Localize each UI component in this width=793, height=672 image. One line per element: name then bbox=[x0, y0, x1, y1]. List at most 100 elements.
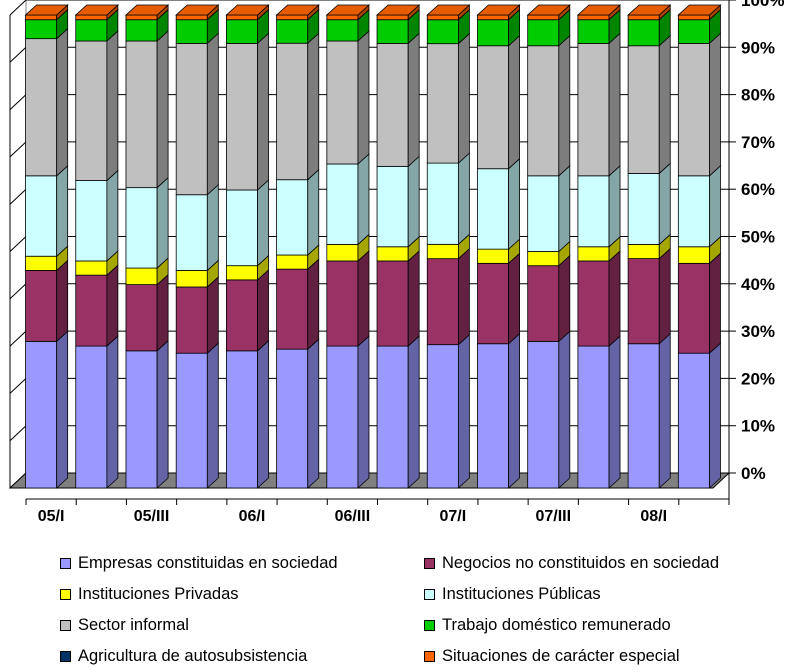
x-tick-label: 06/I bbox=[239, 508, 266, 525]
bar-segment-side bbox=[257, 339, 269, 489]
stacked-bar-chart: 0%10%20%30%40%50%60%70%80%90%100% 05/I 05… bbox=[8, 0, 784, 525]
legend-label: Instituciones Privadas bbox=[78, 584, 239, 603]
bar-top bbox=[426, 4, 471, 16]
bar-segment bbox=[75, 180, 108, 262]
bar-segment bbox=[627, 173, 660, 245]
bar-segment bbox=[677, 42, 710, 177]
bar-segment-side bbox=[608, 250, 621, 348]
bar-segment bbox=[577, 175, 610, 248]
y-tick-label: 80% bbox=[741, 86, 775, 105]
bar-segment bbox=[326, 260, 359, 347]
bar-segment bbox=[426, 344, 459, 489]
bar-top bbox=[325, 4, 370, 16]
y-tick-label: 40% bbox=[741, 275, 775, 294]
bar-segment bbox=[527, 175, 560, 252]
bar-segment-side bbox=[307, 338, 320, 489]
bar-segment bbox=[75, 40, 108, 181]
bar-segment bbox=[25, 38, 58, 177]
bar-segment bbox=[25, 175, 58, 257]
bar-segment bbox=[225, 265, 258, 281]
bar-stack bbox=[275, 4, 320, 489]
bar-segment bbox=[477, 168, 510, 250]
bar-segment bbox=[175, 352, 208, 489]
bar-segment bbox=[225, 42, 258, 191]
bar-stack bbox=[376, 4, 421, 489]
bar-segment bbox=[326, 163, 359, 245]
bar-segment bbox=[527, 340, 560, 489]
y-tick-label: 50% bbox=[741, 228, 775, 247]
gridline-side bbox=[9, 236, 27, 252]
bar-segment bbox=[276, 42, 309, 181]
y-tick-label: 70% bbox=[741, 133, 775, 152]
bar-top bbox=[74, 4, 119, 16]
bar-top bbox=[677, 4, 722, 16]
bar-segment bbox=[426, 14, 459, 21]
bar-segment bbox=[225, 279, 258, 352]
gridline-side bbox=[9, 46, 27, 63]
bar-segment-side bbox=[156, 30, 169, 189]
bar-segment-side bbox=[608, 164, 621, 248]
bar-segment bbox=[577, 42, 610, 177]
bar-segment bbox=[426, 19, 459, 45]
legend-label: Instituciones Públicas bbox=[442, 584, 601, 603]
bar-segment bbox=[477, 14, 510, 21]
bar-stack bbox=[325, 4, 370, 489]
bar-segment-side bbox=[407, 250, 420, 348]
gridline-side bbox=[9, 0, 27, 16]
legend-label: Negocios no constituidos en sociedad bbox=[442, 553, 720, 572]
bar-top bbox=[124, 4, 170, 16]
bar-segment-side bbox=[357, 153, 370, 246]
bar-segment-side bbox=[558, 254, 571, 343]
bar-segment-side bbox=[257, 32, 269, 191]
bar-segment-side bbox=[658, 162, 671, 246]
bar-segment bbox=[426, 243, 459, 260]
bar-segment bbox=[75, 19, 108, 42]
bar-segment bbox=[627, 19, 660, 47]
bar-top bbox=[576, 4, 622, 16]
bar-segment bbox=[125, 267, 158, 286]
legend-swatch bbox=[60, 619, 71, 631]
bar-segment bbox=[677, 352, 710, 489]
bar-segment bbox=[326, 345, 359, 489]
legend-item: Agricultura de autosubsistencia bbox=[60, 645, 307, 667]
bar-segment-side bbox=[257, 179, 269, 267]
bar-top bbox=[627, 4, 672, 16]
bar-segment bbox=[627, 14, 660, 21]
bar-segment-side bbox=[558, 164, 571, 253]
bar-segment bbox=[25, 340, 58, 489]
bar-segment bbox=[125, 40, 158, 189]
bar-segment bbox=[527, 251, 560, 267]
legend-item: Trabajo doméstico remunerado bbox=[424, 614, 671, 636]
legend-item: Situaciones de carácter especial bbox=[424, 645, 680, 667]
bar-segment bbox=[376, 246, 409, 262]
legend-item: Sector informal bbox=[60, 614, 189, 636]
bar-segment-side bbox=[608, 32, 621, 177]
bar-segment bbox=[426, 43, 459, 164]
bar-segment-side bbox=[106, 30, 119, 182]
bar-segment bbox=[477, 262, 510, 345]
bar-segment bbox=[75, 274, 108, 347]
bar-segment bbox=[175, 19, 208, 44]
bar-segment bbox=[376, 42, 409, 167]
bar-segment-side bbox=[558, 34, 571, 177]
bar-segment bbox=[326, 40, 359, 165]
bar-segment-side bbox=[156, 339, 169, 489]
bar-segment bbox=[627, 258, 660, 345]
bar-segment bbox=[25, 270, 58, 342]
bar-segment-side bbox=[56, 330, 69, 489]
bar-segment bbox=[276, 268, 309, 350]
bar-segment-side bbox=[407, 335, 420, 489]
bar-segment bbox=[577, 260, 610, 347]
bar-segment bbox=[477, 45, 510, 170]
bar-segment-side bbox=[56, 164, 69, 258]
bar-segment bbox=[276, 348, 309, 489]
bar-segment bbox=[75, 345, 108, 489]
bar-stack bbox=[576, 4, 622, 489]
bar-segment-side bbox=[357, 335, 370, 489]
bar-top bbox=[526, 4, 571, 16]
bar-segment-side bbox=[407, 32, 420, 168]
bar-segment bbox=[577, 246, 610, 262]
bar-segment bbox=[376, 14, 409, 21]
bar-segment-side bbox=[206, 32, 219, 196]
bar-segment-side bbox=[709, 164, 721, 248]
